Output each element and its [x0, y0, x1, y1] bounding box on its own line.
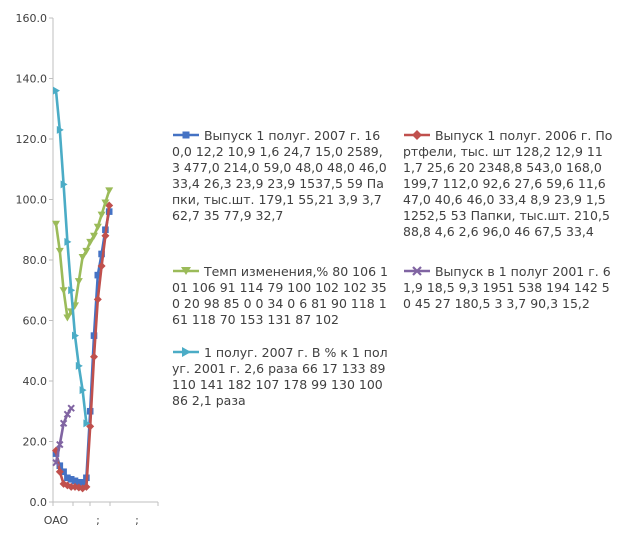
- series-3: [52, 187, 114, 322]
- legend-item-series-3: Темп изменения,% 80 106 101 106 91 114 7…: [172, 264, 390, 328]
- legend-marker-triangle-down-icon: [173, 267, 199, 275]
- data-point: [55, 467, 64, 476]
- data-point: [98, 250, 105, 258]
- data-point: [90, 332, 98, 339]
- legend-marker-diamond-icon: [404, 130, 430, 140]
- data-point: [63, 410, 72, 418]
- legend-label: 1 полуг. 2007 г. В % к 1 полуг. 2001 г. …: [172, 345, 388, 408]
- y-tick-label: 140.0: [16, 73, 48, 86]
- y-tick-label: 80.0: [23, 254, 48, 267]
- data-point: [52, 220, 60, 228]
- y-tick-label: 60.0: [23, 315, 48, 328]
- legend-item-series-5: 1 полуг. 2007 г. В % к 1 полуг. 2001 г. …: [172, 345, 390, 409]
- y-tick-label: 120.0: [16, 133, 48, 146]
- data-point: [59, 419, 68, 428]
- data-point: [90, 352, 98, 361]
- data-point: [68, 286, 76, 295]
- legend-label: Выпуск 1 полуг. 2007 г. 160,0 12,2 10,9 …: [172, 128, 387, 223]
- legend-item-series-1: Выпуск 1 полуг. 2007 г. 160,0 12,2 10,9 …: [172, 128, 390, 224]
- x-tick-label: ;: [135, 514, 139, 527]
- data-point: [93, 223, 102, 231]
- data-point: [72, 331, 79, 340]
- y-tick-label: 0.0: [30, 496, 48, 509]
- data-point: [53, 86, 60, 95]
- data-point: [97, 262, 106, 271]
- legend-marker-square-icon: [173, 131, 199, 139]
- data-point: [59, 287, 68, 295]
- data-point: [79, 479, 86, 486]
- series-4: [52, 404, 75, 467]
- y-axis: 0.0 20.0 40.0 60.0 80.0 100.0 120.0 140.0 160.0: [16, 12, 54, 509]
- data-point: [93, 295, 102, 304]
- data-point: [79, 386, 87, 395]
- data-point: [64, 237, 72, 246]
- x-tick-label: ;: [96, 514, 100, 527]
- data-point: [55, 247, 64, 255]
- data-point: [94, 271, 102, 279]
- legend-label: Выпуск в 1 полуг 2001 г. 61,9 18,5 9,3 1…: [403, 264, 611, 311]
- data-point: [86, 238, 95, 246]
- data-point: [90, 232, 98, 240]
- data-point: [83, 419, 91, 428]
- data-point: [64, 474, 71, 482]
- legend-item-series-4: Выпуск в 1 полуг 2001 г. 61,9 18,5 9,3 1…: [403, 264, 613, 312]
- x-axis: OAO;;: [44, 501, 159, 527]
- data-point: [97, 211, 106, 219]
- legend-marker-triangle-right-icon: [173, 347, 199, 357]
- data-point: [82, 482, 91, 491]
- data-point: [75, 361, 83, 370]
- data-point: [67, 476, 75, 483]
- data-point: [101, 199, 110, 207]
- series-2: [52, 201, 114, 493]
- data-point: [105, 201, 114, 210]
- data-point: [75, 479, 83, 486]
- data-point: [74, 278, 83, 286]
- legend-label: Темп изменения,% 80 106 101 106 91 114 7…: [172, 264, 388, 327]
- x-tick-label: OAO: [44, 514, 69, 527]
- plot-area: [52, 86, 114, 493]
- legend-label: Выпуск 1 полуг. 2006 г. Портфели, тыс. ш…: [403, 128, 613, 239]
- y-tick-label: 100.0: [16, 194, 48, 207]
- data-point: [63, 314, 72, 322]
- data-point: [56, 125, 64, 134]
- series-5: [53, 86, 91, 428]
- data-point: [60, 180, 68, 189]
- y-tick-label: 160.0: [16, 12, 48, 25]
- y-tick-label: 40.0: [23, 375, 48, 388]
- data-point: [101, 231, 110, 240]
- data-point: [67, 404, 75, 412]
- legend-item-series-2: Выпуск 1 полуг. 2006 г. Портфели, тыс. ш…: [403, 128, 613, 240]
- data-point: [82, 247, 91, 255]
- data-point: [71, 477, 79, 485]
- data-point: [52, 458, 60, 467]
- data-point: [105, 187, 114, 195]
- legend-marker-x-icon: [404, 266, 430, 276]
- data-point: [56, 440, 64, 449]
- data-point: [78, 253, 87, 261]
- y-tick-label: 20.0: [23, 436, 48, 449]
